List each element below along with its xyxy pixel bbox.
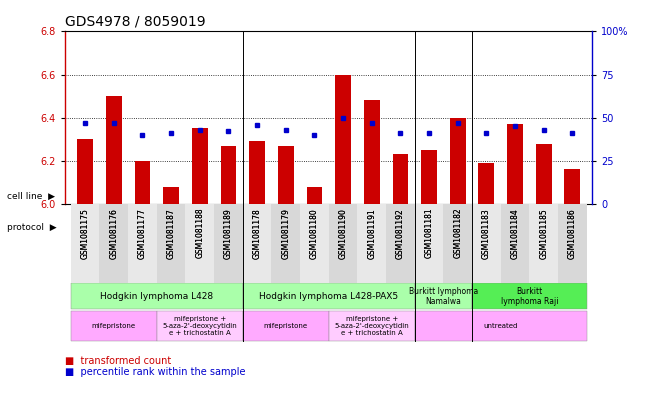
- Bar: [364, 101, 380, 204]
- Text: GSM1081192: GSM1081192: [396, 208, 405, 259]
- Text: GSM1081176: GSM1081176: [109, 208, 118, 259]
- Text: untreated: untreated: [484, 323, 518, 329]
- FancyBboxPatch shape: [443, 204, 472, 283]
- FancyBboxPatch shape: [415, 283, 472, 309]
- Text: GSM1081179: GSM1081179: [281, 208, 290, 259]
- FancyBboxPatch shape: [386, 204, 415, 283]
- Text: GSM1081191: GSM1081191: [367, 208, 376, 259]
- FancyBboxPatch shape: [329, 310, 415, 341]
- Text: GSM1081175: GSM1081175: [81, 208, 90, 259]
- Text: GSM1081185: GSM1081185: [539, 208, 548, 259]
- Text: GDS4978 / 8059019: GDS4978 / 8059019: [65, 15, 206, 29]
- FancyBboxPatch shape: [501, 204, 529, 283]
- FancyBboxPatch shape: [529, 204, 558, 283]
- Text: Hodgkin lymphoma L428: Hodgkin lymphoma L428: [100, 292, 214, 301]
- Text: Burkitt
lymphoma Raji: Burkitt lymphoma Raji: [501, 286, 558, 306]
- Bar: [507, 124, 523, 204]
- FancyBboxPatch shape: [214, 204, 243, 283]
- FancyBboxPatch shape: [271, 204, 300, 283]
- FancyBboxPatch shape: [71, 310, 157, 341]
- FancyBboxPatch shape: [71, 204, 100, 283]
- Text: ■  transformed count: ■ transformed count: [65, 356, 171, 365]
- Bar: [393, 154, 408, 204]
- Text: GSM1081184: GSM1081184: [510, 208, 519, 259]
- Text: GSM1081180: GSM1081180: [310, 208, 319, 259]
- Text: GSM1081183: GSM1081183: [482, 208, 491, 259]
- FancyBboxPatch shape: [243, 310, 329, 341]
- Text: GSM1081182: GSM1081182: [453, 208, 462, 259]
- Bar: [278, 146, 294, 204]
- Text: Hodgkin lymphoma L428-PAX5: Hodgkin lymphoma L428-PAX5: [259, 292, 398, 301]
- FancyBboxPatch shape: [415, 310, 587, 341]
- Text: GSM1081180: GSM1081180: [310, 208, 319, 259]
- Text: GSM1081178: GSM1081178: [253, 208, 262, 259]
- Text: mifepristone +
5-aza-2'-deoxycytidin
e + trichostatin A: mifepristone + 5-aza-2'-deoxycytidin e +…: [335, 316, 409, 336]
- Text: GSM1081187: GSM1081187: [167, 208, 176, 259]
- Text: GSM1081188: GSM1081188: [195, 208, 204, 259]
- Text: GSM1081191: GSM1081191: [367, 208, 376, 259]
- FancyBboxPatch shape: [71, 283, 243, 309]
- Text: GSM1081192: GSM1081192: [396, 208, 405, 259]
- Text: GSM1081184: GSM1081184: [510, 208, 519, 259]
- Text: GSM1081186: GSM1081186: [568, 208, 577, 259]
- Text: GSM1081175: GSM1081175: [81, 208, 90, 259]
- Text: GSM1081181: GSM1081181: [424, 208, 434, 259]
- FancyBboxPatch shape: [357, 204, 386, 283]
- Text: GSM1081188: GSM1081188: [195, 208, 204, 259]
- Bar: [536, 143, 551, 204]
- Text: GSM1081179: GSM1081179: [281, 208, 290, 259]
- FancyBboxPatch shape: [243, 283, 415, 309]
- Text: GSM1081187: GSM1081187: [167, 208, 176, 259]
- Text: GSM1081178: GSM1081178: [253, 208, 262, 259]
- FancyBboxPatch shape: [415, 204, 443, 283]
- FancyBboxPatch shape: [243, 204, 271, 283]
- FancyBboxPatch shape: [472, 204, 501, 283]
- FancyBboxPatch shape: [329, 204, 357, 283]
- Text: ■  percentile rank within the sample: ■ percentile rank within the sample: [65, 367, 245, 377]
- Bar: [249, 141, 265, 204]
- Text: protocol  ▶: protocol ▶: [7, 224, 56, 232]
- Bar: [163, 187, 179, 204]
- FancyBboxPatch shape: [157, 310, 243, 341]
- Bar: [478, 163, 494, 204]
- FancyBboxPatch shape: [300, 204, 329, 283]
- Bar: [421, 150, 437, 204]
- Bar: [564, 169, 580, 204]
- Bar: [335, 75, 351, 204]
- Text: GSM1081183: GSM1081183: [482, 208, 491, 259]
- Text: mifepristone: mifepristone: [264, 323, 308, 329]
- Text: GSM1081176: GSM1081176: [109, 208, 118, 259]
- Text: GSM1081186: GSM1081186: [568, 208, 577, 259]
- FancyBboxPatch shape: [157, 204, 186, 283]
- Text: mifepristone: mifepristone: [92, 323, 136, 329]
- Bar: [307, 187, 322, 204]
- Bar: [135, 161, 150, 204]
- Bar: [77, 139, 93, 204]
- Text: GSM1081190: GSM1081190: [339, 208, 348, 259]
- Text: Burkitt lymphoma
Namalwa: Burkitt lymphoma Namalwa: [409, 286, 478, 306]
- Text: GSM1081190: GSM1081190: [339, 208, 348, 259]
- FancyBboxPatch shape: [128, 204, 157, 283]
- Text: mifepristone +
5-aza-2'-deoxycytidin
e + trichostatin A: mifepristone + 5-aza-2'-deoxycytidin e +…: [162, 316, 237, 336]
- Text: GSM1081177: GSM1081177: [138, 208, 147, 259]
- Text: GSM1081189: GSM1081189: [224, 208, 233, 259]
- FancyBboxPatch shape: [186, 204, 214, 283]
- Bar: [106, 96, 122, 204]
- FancyBboxPatch shape: [558, 204, 587, 283]
- Bar: [192, 129, 208, 204]
- Text: GSM1081189: GSM1081189: [224, 208, 233, 259]
- Text: GSM1081185: GSM1081185: [539, 208, 548, 259]
- FancyBboxPatch shape: [472, 283, 587, 309]
- Bar: [221, 146, 236, 204]
- FancyBboxPatch shape: [100, 204, 128, 283]
- Text: GSM1081181: GSM1081181: [424, 208, 434, 259]
- Text: GSM1081182: GSM1081182: [453, 208, 462, 259]
- Text: cell line  ▶: cell line ▶: [7, 192, 55, 201]
- Bar: [450, 118, 465, 204]
- Text: GSM1081177: GSM1081177: [138, 208, 147, 259]
